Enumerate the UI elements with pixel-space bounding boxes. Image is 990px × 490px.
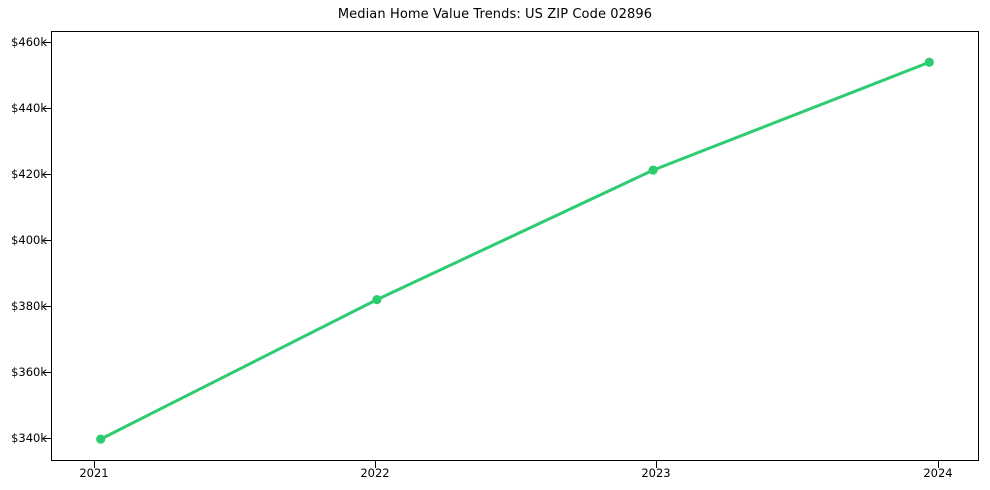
series-markers xyxy=(96,57,934,444)
x-axis-tick-mark xyxy=(656,461,657,468)
y-axis-tick-mark xyxy=(44,306,51,307)
data-point-marker xyxy=(372,295,382,305)
plot-area-frame xyxy=(51,31,979,461)
y-axis-tick-mark xyxy=(44,240,51,241)
y-axis-tick-label: $440k xyxy=(11,101,47,115)
y-axis-tick-label: $360k xyxy=(11,365,47,379)
y-axis-tick-label: $340k xyxy=(11,431,47,445)
x-axis-tick-mark xyxy=(375,461,376,468)
x-axis-tick-label: 2023 xyxy=(641,466,671,480)
x-axis-tick-mark xyxy=(94,461,95,468)
data-point-marker xyxy=(648,165,658,175)
data-point-marker xyxy=(96,434,106,444)
x-axis-tick-mark xyxy=(938,461,939,468)
y-axis-tick-label: $380k xyxy=(11,299,47,313)
y-axis-tick-label: $460k xyxy=(11,35,47,49)
y-axis-tick-label: $400k xyxy=(11,233,47,247)
y-axis-tick-mark xyxy=(44,42,51,43)
chart-title: Median Home Value Trends: US ZIP Code 02… xyxy=(337,7,653,22)
data-point-marker xyxy=(924,57,934,67)
y-axis-tick-mark xyxy=(44,174,51,175)
y-axis-tick-mark xyxy=(44,438,51,439)
y-axis-tick-mark xyxy=(44,108,51,109)
y-axis-tick-label: $420k xyxy=(11,167,47,181)
x-axis-tick-label: 2024 xyxy=(923,466,953,480)
x-axis-tick-label: 2021 xyxy=(79,466,109,480)
series-line-median-home-value xyxy=(99,60,931,441)
x-axis-tick-label: 2022 xyxy=(360,466,390,480)
line-chart-plot xyxy=(96,57,934,444)
y-axis-tick-mark xyxy=(44,372,51,373)
